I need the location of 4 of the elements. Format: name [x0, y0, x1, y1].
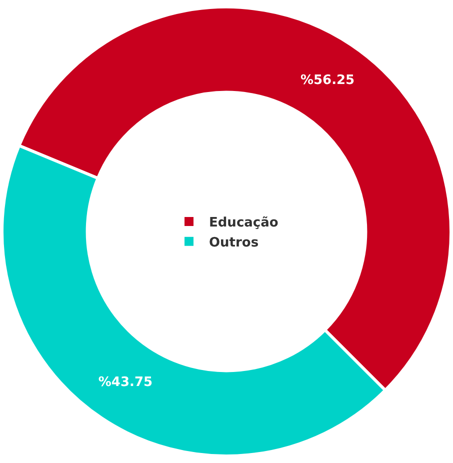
legend-label: Outros [209, 235, 259, 250]
data-label: %43.75 [98, 375, 153, 390]
legend-label: Educação [209, 216, 278, 231]
data-label: %56.25 [300, 72, 355, 88]
